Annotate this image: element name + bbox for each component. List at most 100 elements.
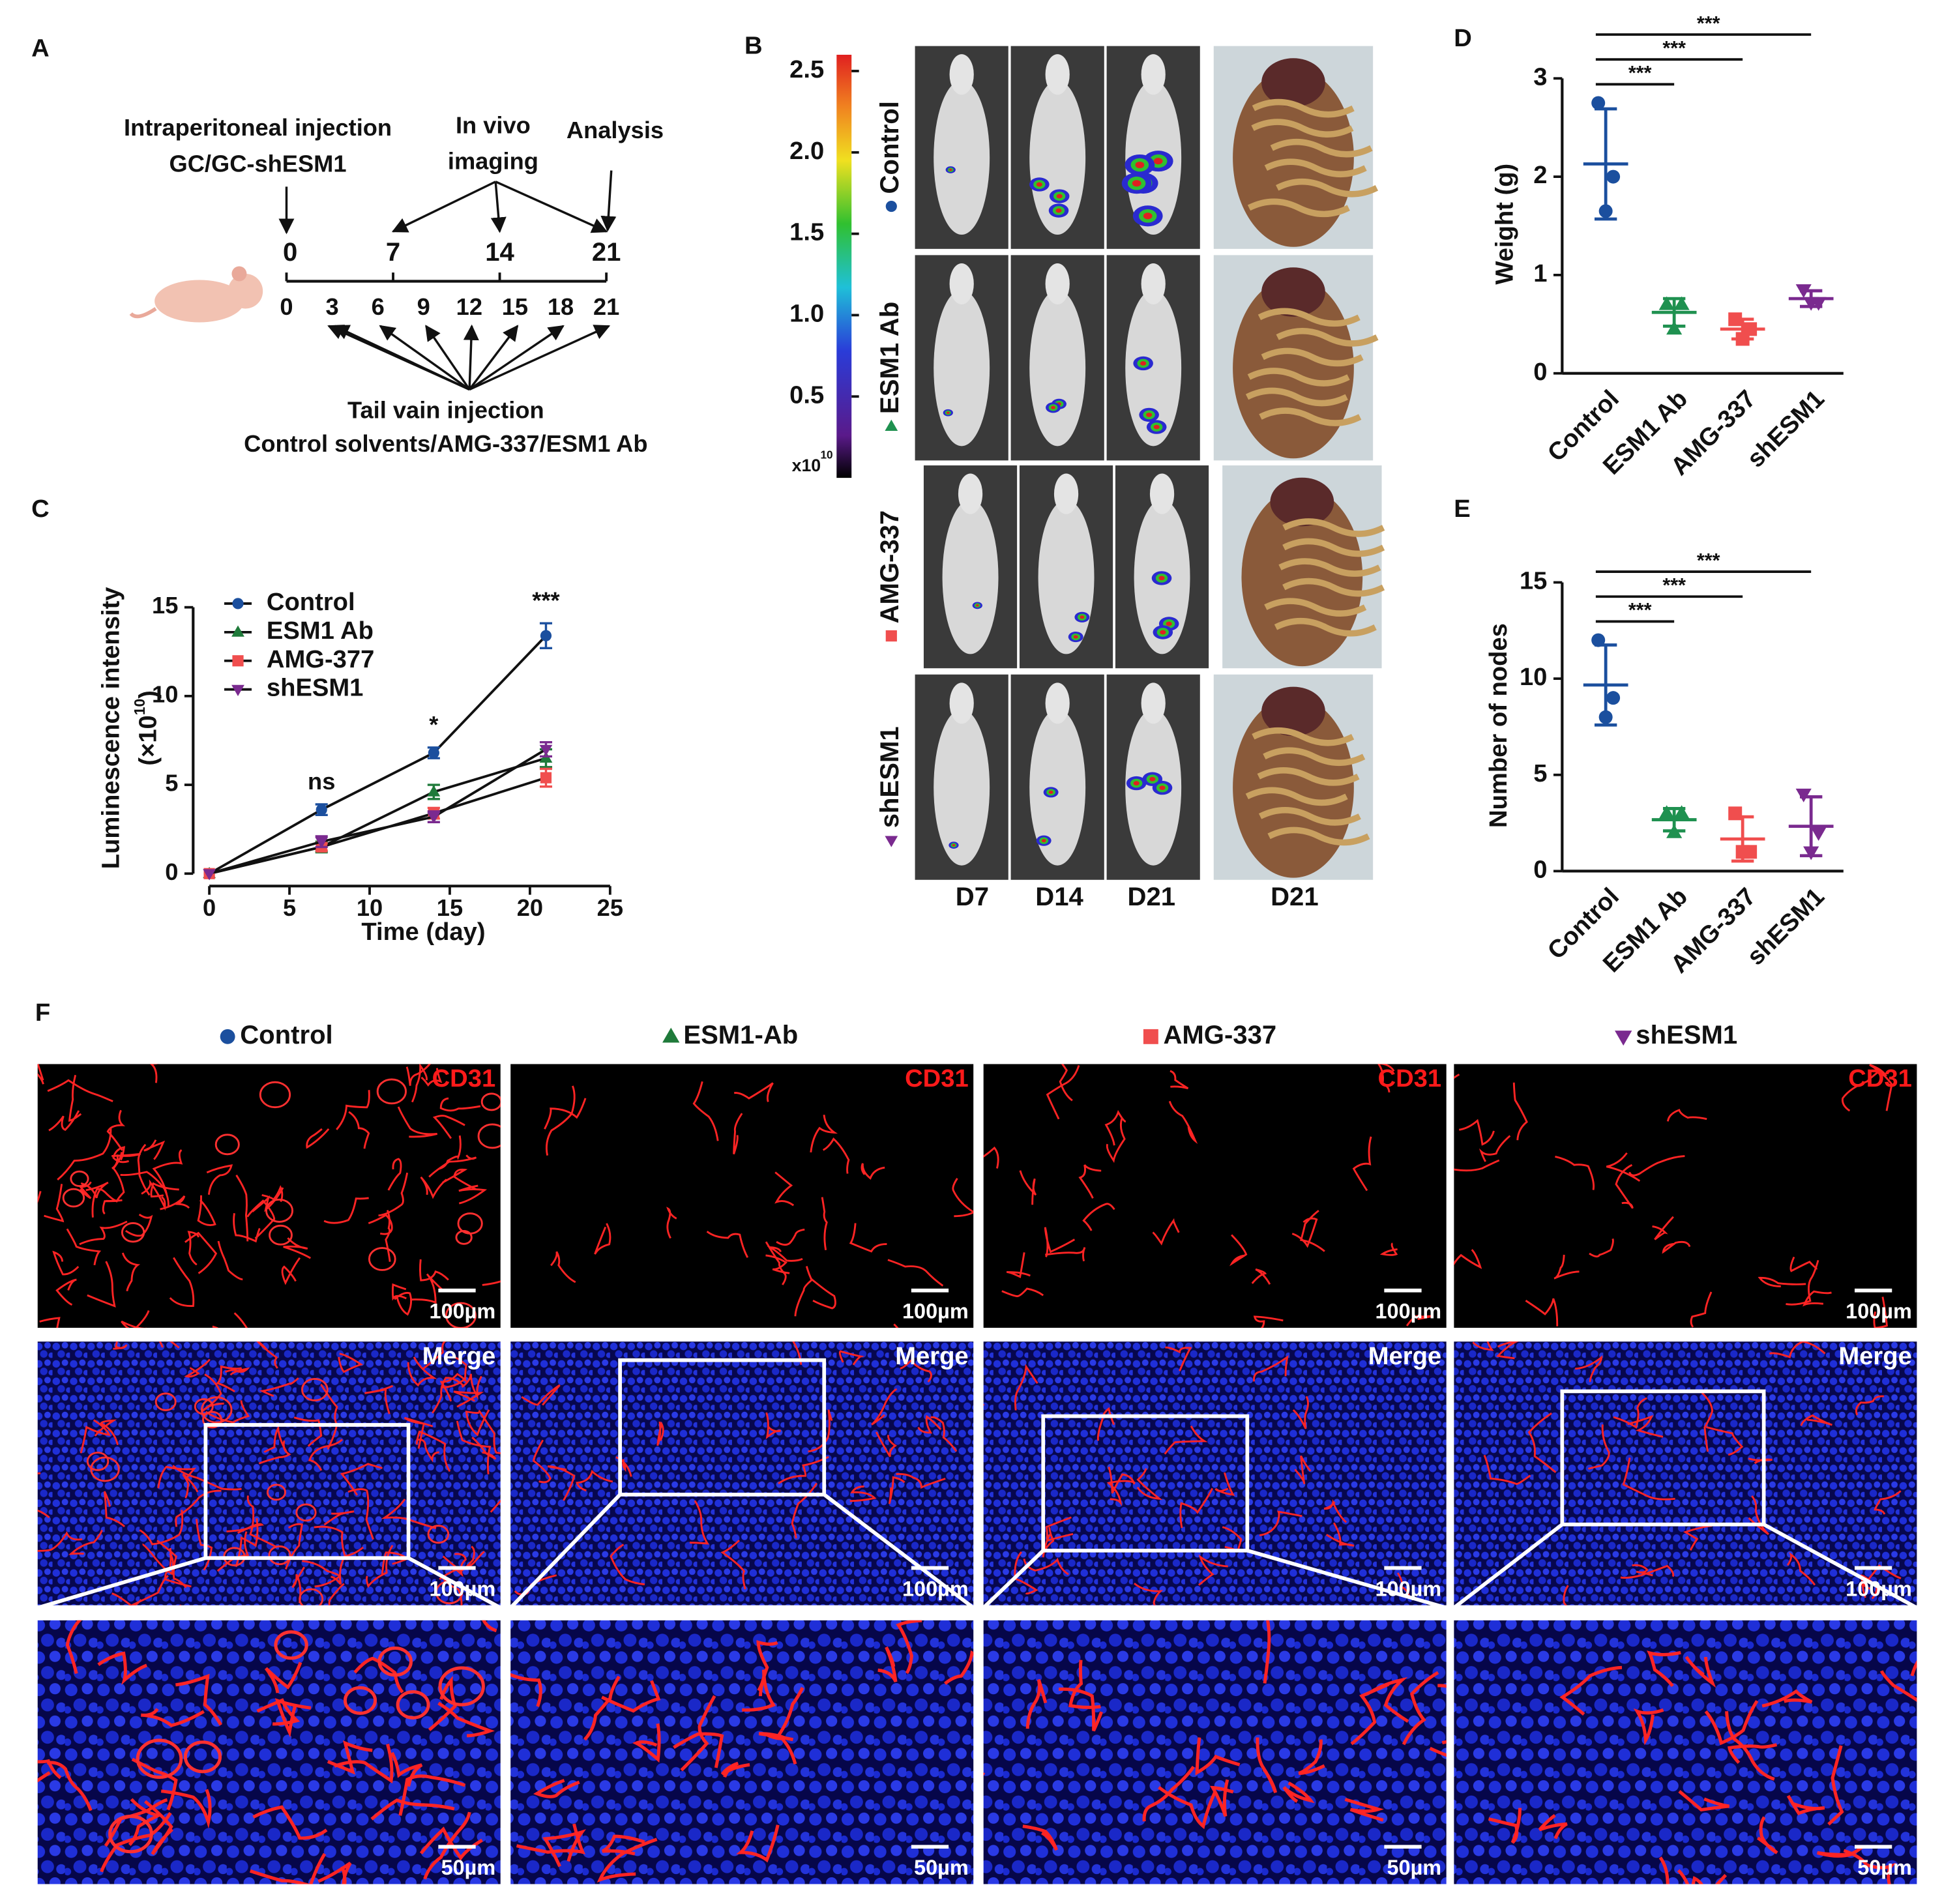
vessel xyxy=(1022,1824,1058,1851)
vessel xyxy=(1104,1109,1126,1146)
micrograph xyxy=(37,1341,501,1605)
vessel xyxy=(259,1377,299,1397)
data-point xyxy=(1803,846,1819,860)
vessel-ring xyxy=(396,1690,430,1720)
vessel xyxy=(547,1465,576,1501)
mouse xyxy=(1038,499,1095,654)
scale-bar-label: 50µm xyxy=(1387,1856,1442,1879)
scale-bar-label: 100µm xyxy=(430,1300,496,1323)
vessel xyxy=(293,1416,323,1447)
x-tick-label: 25 xyxy=(597,894,623,921)
micrograph xyxy=(1454,1620,1917,1884)
intestine xyxy=(1264,158,1367,178)
vessel xyxy=(1405,1315,1434,1326)
vessel xyxy=(39,1317,61,1328)
arrow xyxy=(469,325,611,391)
vessel xyxy=(1488,1808,1522,1844)
vessel xyxy=(765,1412,781,1439)
vessel xyxy=(1106,1117,1126,1164)
arrow xyxy=(469,325,565,390)
vessel xyxy=(1841,1070,1880,1112)
vessel xyxy=(1658,1856,1690,1884)
vessel xyxy=(143,1139,166,1160)
vessel xyxy=(416,1439,439,1463)
intestine xyxy=(1258,807,1361,826)
x-tick-label: 20 xyxy=(517,894,543,921)
intestine xyxy=(1252,98,1355,118)
vessel xyxy=(1014,1364,1038,1411)
vessel xyxy=(428,1675,457,1731)
vessel xyxy=(422,1341,447,1370)
intestine xyxy=(1258,308,1361,327)
vessel xyxy=(896,1620,922,1675)
vessel-ring xyxy=(427,1525,450,1544)
signal xyxy=(1132,180,1141,187)
mouse-head xyxy=(1141,54,1166,95)
signal xyxy=(1146,413,1153,417)
vessel-ring xyxy=(214,1134,240,1156)
vessel xyxy=(381,1551,410,1575)
vessel xyxy=(212,1312,248,1328)
line xyxy=(209,748,547,875)
vessel xyxy=(1627,1414,1664,1438)
x-tick-label: 5 xyxy=(283,894,296,921)
data-point xyxy=(315,837,329,849)
vessel xyxy=(1555,1155,1595,1190)
micrograph xyxy=(983,1341,1447,1605)
vessel xyxy=(610,1544,645,1586)
mouse-head xyxy=(1045,54,1070,95)
vessel xyxy=(930,1416,958,1452)
vessel xyxy=(404,1416,434,1449)
vessel xyxy=(37,1064,44,1085)
signal xyxy=(1143,212,1153,220)
group-label: ESM1-Ab xyxy=(683,1021,798,1049)
group-marker xyxy=(1143,1029,1158,1044)
y-tick-label: 10 xyxy=(1520,663,1547,691)
channel-label: CD31 xyxy=(1378,1064,1442,1092)
arrow xyxy=(495,181,608,233)
vessel xyxy=(197,1195,216,1226)
day-label: 0 xyxy=(280,293,293,320)
channel-label: CD31 xyxy=(905,1064,969,1092)
vessel xyxy=(1512,1082,1528,1141)
signal xyxy=(1080,615,1085,619)
vessel xyxy=(1344,1798,1384,1822)
signal xyxy=(1056,194,1063,199)
vessel xyxy=(37,1509,50,1519)
vessel xyxy=(776,1228,805,1246)
intestine xyxy=(1252,727,1355,746)
vessel xyxy=(387,1158,402,1191)
necropsy-body xyxy=(1241,488,1363,667)
y-axis-label: Number of nodes xyxy=(1484,623,1512,828)
vessel xyxy=(1352,1136,1372,1192)
vessel xyxy=(465,1409,490,1437)
vessel xyxy=(201,1373,224,1413)
vessel xyxy=(52,1250,80,1276)
vessel xyxy=(215,1365,243,1393)
vessel xyxy=(225,1367,250,1376)
vessel xyxy=(544,1098,587,1130)
vessel xyxy=(706,1231,749,1258)
intestine xyxy=(1263,747,1366,767)
micrograph xyxy=(510,1341,974,1605)
vessel-ring xyxy=(86,1452,110,1471)
data-point xyxy=(539,744,553,756)
vessel xyxy=(1757,1816,1778,1854)
vessel xyxy=(336,1090,370,1130)
vessel xyxy=(1786,1794,1825,1815)
vessel xyxy=(419,1826,483,1861)
vessel xyxy=(66,1228,102,1266)
vessel xyxy=(1615,1164,1634,1209)
channel-label: Merge xyxy=(1368,1342,1441,1370)
vessel xyxy=(428,1154,477,1178)
vessel xyxy=(442,1168,477,1191)
micrograph-bg xyxy=(1454,1620,1917,1884)
vessel-ring xyxy=(477,1123,501,1149)
group-marker xyxy=(220,1029,235,1044)
intestine xyxy=(1261,347,1364,367)
y-axis-label: Weight (g) xyxy=(1491,164,1519,285)
vessel xyxy=(55,1278,77,1306)
intestine xyxy=(1251,119,1354,138)
vessel xyxy=(261,1185,284,1203)
vessel xyxy=(175,1489,222,1527)
